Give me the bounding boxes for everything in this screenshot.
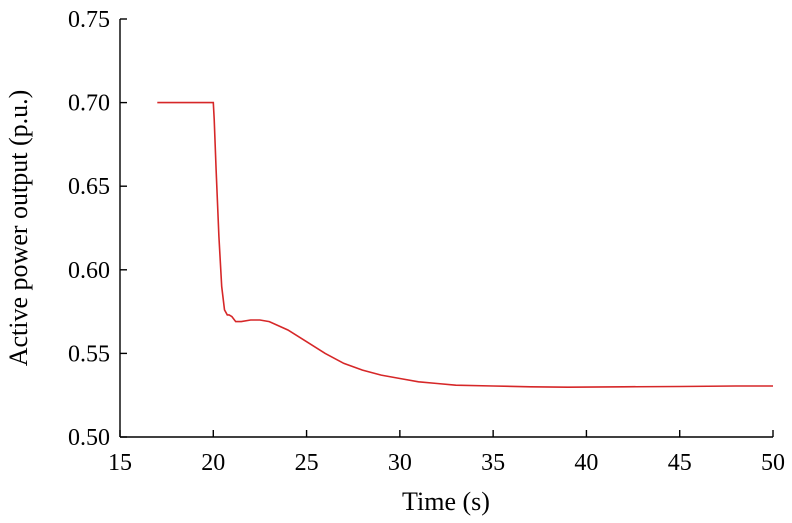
x-tick-label: 30 — [388, 450, 412, 476]
x-tick-label: 15 — [108, 450, 132, 476]
y-tick-label: 0.70 — [68, 91, 110, 117]
x-tick-label: 40 — [574, 450, 598, 476]
x-tick-label: 25 — [295, 450, 319, 476]
x-tick-label: 20 — [201, 450, 225, 476]
y-tick-label: 0.60 — [68, 258, 110, 284]
x-tick-label: 35 — [481, 450, 505, 476]
plot-area — [157, 101, 773, 389]
y-tick-label: 0.50 — [68, 425, 110, 451]
y-tick-label: 0.65 — [68, 174, 110, 200]
x-axis-label: Time (s) — [402, 487, 490, 516]
series-line — [157, 101, 773, 389]
y-ticks: 0.50 0.55 0.60 0.65 0.70 0.75 — [68, 7, 127, 451]
axes — [119, 19, 773, 438]
x-tick-label: 50 — [761, 450, 785, 476]
x-ticks: 15 20 25 30 35 40 45 50 — [108, 430, 785, 476]
x-tick-label: 45 — [668, 450, 692, 476]
y-tick-label: 0.75 — [68, 7, 110, 33]
y-axis-label: Active power output (p.u.) — [4, 90, 33, 367]
y-tick-label: 0.55 — [68, 341, 110, 367]
